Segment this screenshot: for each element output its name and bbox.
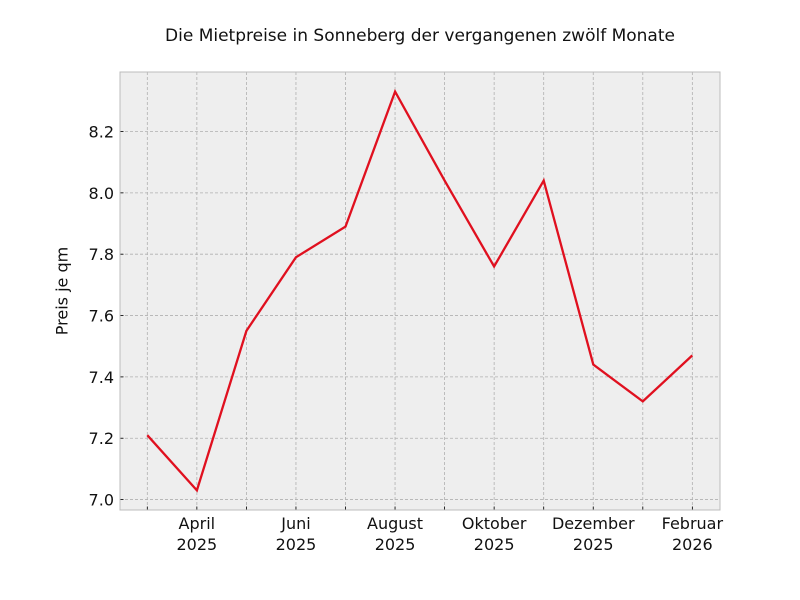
x-tick-label-year: 2025 bbox=[573, 535, 614, 554]
data-line-preis-je-qm bbox=[146, 88, 694, 493]
y-tick-label: 8.2 bbox=[89, 123, 114, 142]
x-tick-label: April bbox=[179, 514, 216, 533]
x-tick-label-year: 2025 bbox=[375, 535, 416, 554]
y-tick-label: 8.0 bbox=[89, 184, 114, 203]
x-tick-label: Dezember bbox=[552, 514, 635, 533]
axes-frame bbox=[119, 71, 721, 511]
y-tick-label: 7.6 bbox=[89, 307, 114, 326]
plot-background bbox=[120, 72, 720, 510]
x-tick-label-year: 2025 bbox=[276, 535, 317, 554]
x-tick-label: August bbox=[367, 514, 423, 533]
y-tick-label: 7.8 bbox=[89, 245, 114, 264]
x-tick-label-year: 2025 bbox=[176, 535, 217, 554]
x-tick-label: Oktober bbox=[462, 514, 527, 533]
x-tick-label-year: 2026 bbox=[672, 535, 713, 554]
y-tick-label: 7.2 bbox=[89, 429, 114, 448]
y-tick-label: 7.0 bbox=[89, 491, 114, 510]
x-tick-label: Juni bbox=[280, 514, 310, 533]
chart-title: Die Mietpreise in Sonneberg der vergange… bbox=[165, 26, 675, 46]
y-tick-label: 7.4 bbox=[89, 368, 114, 387]
x-tick-label: Februar bbox=[662, 514, 724, 533]
x-tick-label-year: 2025 bbox=[474, 535, 515, 554]
